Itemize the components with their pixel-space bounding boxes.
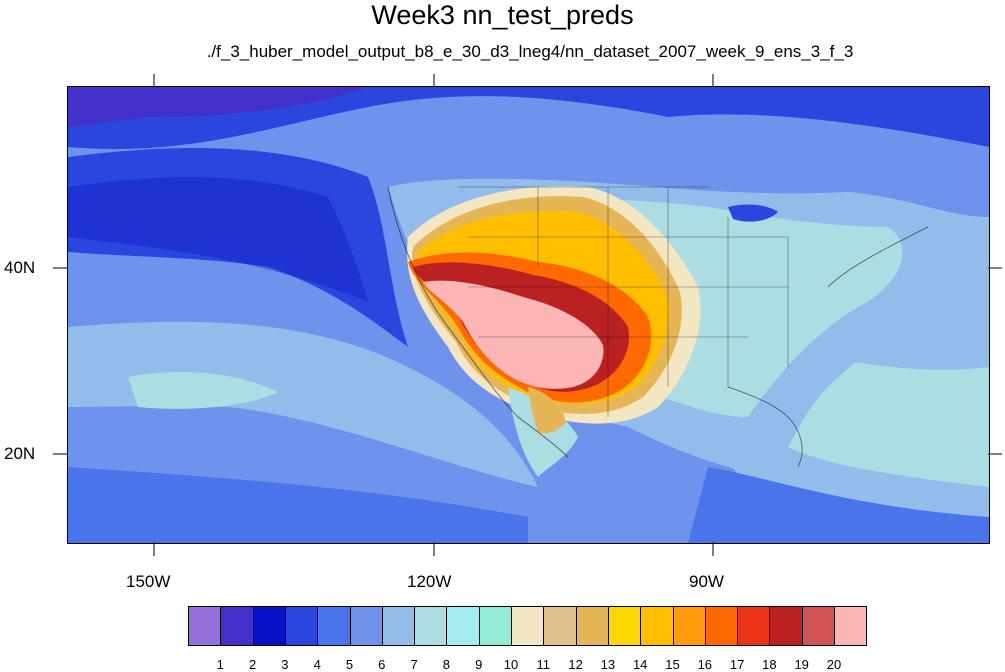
lon-label-120w: 120W [407,572,452,591]
state-borders [458,186,789,417]
northwest-corner [68,87,368,127]
colorbar-label: 3 [281,657,289,672]
subtropical-band [68,321,538,487]
colorbar-swatch [575,606,609,646]
colorbar-swatch [188,606,221,646]
colorbar-swatch [446,606,480,646]
colorbar-swatch [834,606,867,646]
colorbar-label: 7 [410,657,418,672]
colorbar-label: 10 [503,657,519,672]
map-panel [67,86,990,544]
colorbar-swatch [414,606,447,646]
colorbar-label: 13 [600,657,616,672]
colorbar-swatch [543,606,577,646]
colorbar-label: 11 [536,657,551,672]
pacific-core [68,177,368,302]
colorbar-swatch [672,606,706,646]
colorbar-label: 18 [762,657,777,672]
colorbar-label: 16 [697,657,713,672]
colorbar-label: 17 [729,657,745,672]
map-title: Week3 nn_test_preds [371,0,634,30]
colorbar-label: 14 [632,657,648,672]
colorbar-swatch [284,606,318,646]
colorbar: 1 2 3 4 5 6 7 8 9 10 11 12 13 14 15 16 17 18 19 20 [188,606,867,672]
colorbar-label: 19 [794,657,809,672]
colorbar-label: 4 [313,657,321,672]
lon-label-150w: 150W [126,572,171,591]
colorbar-swatch [349,606,383,646]
pacific-deep-region [68,148,408,347]
colorbar-swatch [220,606,254,646]
lat-label-40n: 40N [4,258,36,277]
colorbar-label: 15 [665,657,680,672]
colorbar-swatch [252,606,286,646]
colorbar-label: 6 [378,657,386,672]
colorbar-label: 1 [216,657,224,672]
colorbar-label: 2 [248,657,257,672]
colorbar-swatch [317,606,350,646]
hottest-core [423,280,604,389]
lon-label-90w: 90W [689,572,724,591]
colorbar-swatch [511,606,544,646]
hawaii-ridge [128,372,278,409]
mexico-warm-tail [528,387,566,434]
contour-map [68,87,989,543]
lat-label-20n: 20N [4,444,36,463]
colorbar-swatch [737,606,770,646]
great-lakes [728,204,778,222]
caribbean-band [688,467,989,543]
colorbar-label: 9 [475,657,483,672]
colorbar-swatch [704,606,738,646]
southern-ocean [68,467,528,543]
colorbar-swatch [381,606,415,646]
colorbar-swatch [640,606,673,646]
coastlines [387,186,929,468]
colorbar-label: 20 [826,657,842,672]
colorbar-label: 12 [568,657,583,672]
map-subtitle: ./f_3_huber_model_output_b8_e_30_d3_lneg… [206,42,854,61]
colorbar-swatch [478,606,512,646]
colorbar-label: 5 [345,657,354,672]
colorbar-label: 8 [442,657,450,672]
colorbar-swatch [801,606,835,646]
colorbar-swatch [607,606,641,646]
colorbar-swatch [769,606,803,646]
